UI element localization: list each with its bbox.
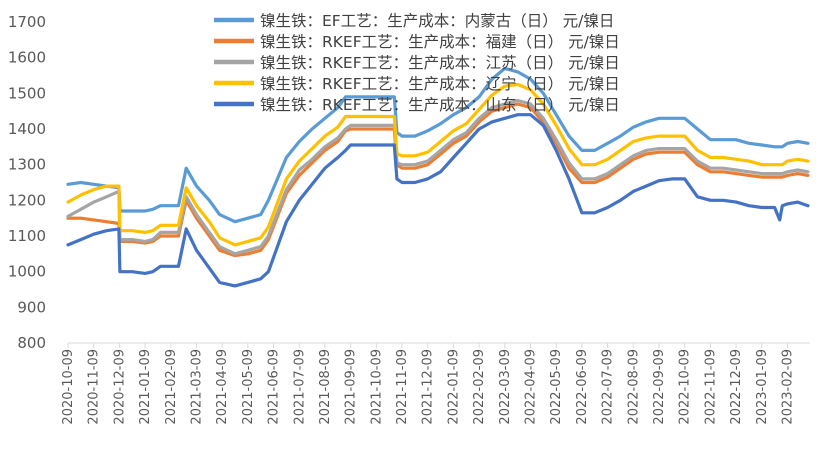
legend-label-3: 镍生铁：RKEF工艺：生产成本：辽宁（日） 元/镍日 (260, 75, 620, 93)
x-tick-label: 2020-10-09 (61, 349, 76, 425)
x-tick-label: 2023-02-09 (780, 349, 795, 425)
y-tick-label: 1300 (8, 156, 46, 174)
x-tick-label: 2022-02-09 (472, 349, 487, 425)
x-tick-label: 2022-12-09 (729, 349, 744, 425)
y-tick-label: 1500 (8, 84, 46, 102)
y-tick-label: 1100 (8, 227, 46, 245)
legend-label-1: 镍生铁：RKEF工艺：生产成本：福建（日） 元/镍日 (260, 33, 620, 51)
y-tick-label: 1700 (8, 13, 46, 31)
y-axis: 800 900 1000 1100 1200 1300 1400 1500 1600 1700 (8, 13, 46, 352)
series-line-4 (66, 113, 810, 288)
x-tick-label: 2022-05-09 (549, 349, 564, 425)
x-tick-label: 2022-06-09 (575, 349, 590, 425)
series-layer (66, 66, 810, 288)
x-tick-label: 2022-01-09 (446, 349, 461, 425)
x-tick-label: 2021-06-09 (267, 349, 282, 425)
y-tick-label: 800 (17, 334, 46, 352)
y-tick-label: 1400 (8, 120, 46, 138)
series-line-0 (66, 66, 810, 224)
x-tick-label: 2022-08-09 (626, 349, 641, 425)
x-tick-label: 2021-04-09 (215, 349, 230, 425)
x-tick-label: 2021-01-09 (138, 349, 153, 425)
series-line-3 (66, 82, 810, 247)
legend-label-2: 镍生铁：RKEF工艺：生产成本：江苏（日） 元/镍日 (260, 54, 620, 72)
x-tick-label: 2021-08-09 (318, 349, 333, 425)
y-tick-label: 900 (17, 298, 46, 316)
x-tick-label: 2021-07-09 (292, 349, 307, 425)
x-tick-label: 2021-09-09 (344, 349, 359, 425)
x-tick-label: 2020-11-09 (87, 349, 102, 425)
x-tick-label: 2023-01-09 (755, 349, 770, 425)
x-tick-label: 2022-09-09 (652, 349, 667, 425)
series-line-2 (66, 98, 810, 256)
x-tick-label: 2022-03-09 (498, 349, 513, 425)
x-tick-label: 2021-11-09 (395, 349, 410, 425)
x-tick-label: 2020-12-09 (112, 349, 127, 425)
y-tick-label: 1600 (8, 49, 46, 67)
x-tick-label: 2021-02-09 (164, 349, 179, 425)
x-tick-label: 2021-10-09 (369, 349, 384, 425)
x-tick-label: 2021-12-09 (421, 349, 436, 425)
x-tick-label: 2022-11-09 (703, 349, 718, 425)
x-tick-label: 2022-10-09 (678, 349, 693, 425)
x-axis: 2020-10-09 2020-11-09 2020-12-09 2021-01-09… (61, 342, 810, 425)
legend-label-0: 镍生铁：EF工艺：生产成本：内蒙古（日） 元/镍日 (260, 12, 614, 30)
x-tick-label: 2022-07-09 (601, 349, 616, 425)
x-tick-label: 2021-05-09 (241, 349, 256, 425)
y-tick-label: 1200 (8, 191, 46, 209)
series-line-1 (66, 102, 810, 258)
y-tick-label: 1000 (8, 263, 46, 281)
x-tick-label: 2021-03-09 (189, 349, 204, 425)
legend-label-4: 镍生铁：RKEF工艺：生产成本：山东（日） 元/镍日 (260, 96, 620, 114)
x-tick-label: 2022-04-09 (524, 349, 539, 425)
legend: 镍生铁：EF工艺：生产成本：内蒙古（日） 元/镍日镍生铁：RKEF工艺：生产成本… (214, 12, 620, 114)
